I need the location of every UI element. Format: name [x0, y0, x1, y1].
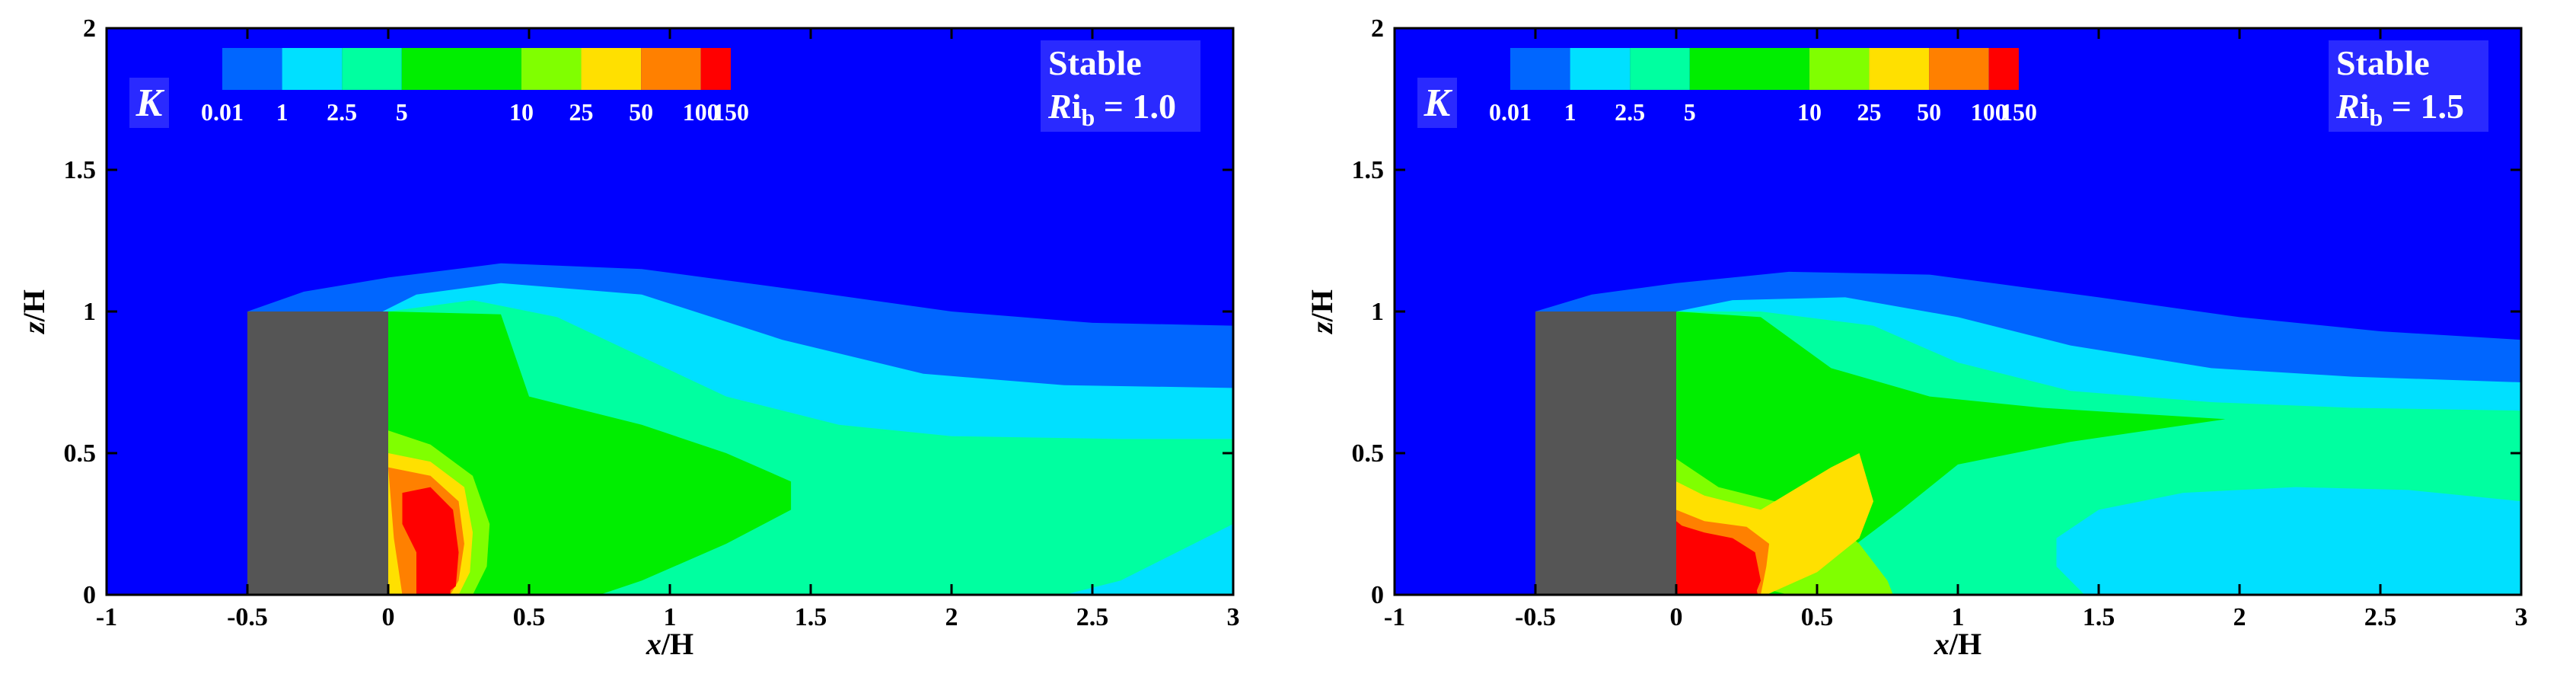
contour-level-150 — [416, 495, 454, 595]
x-tick-label: 0.5 — [513, 603, 546, 631]
colorbar-label: 100 — [683, 98, 719, 126]
contour-fields — [247, 263, 1233, 595]
colorbar-label: 25 — [1857, 98, 1882, 126]
colorbar-label: 150 — [713, 98, 749, 126]
building-block — [247, 311, 388, 595]
colorbar-swatch — [521, 48, 582, 90]
contour-panel-left: -1 -0.5 0 0.5 1 1.5 2 2.5 3 0 0.5 1 1.5 2 x/H z/H 0.01 1 2… — [17, 14, 1240, 661]
x-tick-label: -1 — [96, 603, 117, 631]
y-tick-label: 1 — [83, 298, 96, 326]
x-tick-label: 2.5 — [1076, 603, 1109, 631]
y-tick-label: 0.5 — [1352, 439, 1385, 468]
x-tick-label: 0.5 — [1801, 603, 1834, 631]
y-axis-label: z/H — [17, 289, 51, 335]
stability-annotation: Stable Rib = 1.0 — [1041, 40, 1200, 132]
x-tick-label: 1 — [1952, 603, 1965, 631]
stability-label: Stable — [2336, 43, 2430, 82]
y-tick-label: 2 — [83, 14, 96, 43]
colorbar-label: 100 — [1971, 98, 2007, 126]
colorbar-label: 25 — [569, 98, 594, 126]
colorbar-swatch — [641, 48, 701, 90]
colorbar-label: 150 — [2001, 98, 2037, 126]
y-tick-label: 0 — [83, 581, 96, 609]
colorbar-label: 1 — [276, 98, 289, 126]
variable-label: K — [1423, 81, 1453, 125]
x-tick-label: 0 — [382, 603, 395, 631]
colorbar-label: 5 — [396, 98, 408, 126]
colorbar-label: 50 — [629, 98, 653, 126]
contour-level-150 — [1676, 521, 1758, 595]
colorbar-label: 2.5 — [1615, 98, 1645, 126]
colorbar-swatch — [282, 48, 343, 90]
x-axis-label: x/H — [1934, 627, 1981, 661]
contour-chart-left: -1 -0.5 0 0.5 1 1.5 2 2.5 3 0 0.5 1 1.5 2 x/H z/H 0.01 1 2… — [17, 14, 1240, 661]
colorbar-swatch — [581, 48, 642, 90]
x-tick-label: 3 — [1227, 603, 1240, 631]
annotation-box — [2329, 40, 2488, 132]
y-tick-label: 1 — [1371, 298, 1384, 326]
x-tick-label: 2 — [2233, 603, 2246, 631]
x-tick-label: 1.5 — [2083, 603, 2115, 631]
y-tick-label: 1.5 — [1352, 156, 1385, 184]
richardson-number: Rib = 1.0 — [1047, 87, 1176, 131]
x-tick-label: 1 — [664, 603, 677, 631]
colorbar-label: 0.01 — [201, 98, 244, 126]
colorbar-swatch — [1809, 48, 1870, 90]
colorbar-swatch — [1570, 48, 1631, 90]
colorbar-swatch — [700, 48, 731, 90]
colorbar-swatch — [222, 48, 282, 90]
x-tick-label: 2.5 — [2364, 603, 2397, 631]
x-tick-label: -1 — [1384, 603, 1405, 631]
colorbar-label: 10 — [509, 98, 534, 126]
contour-fields — [1535, 271, 2521, 595]
colorbar-label: 0.01 — [1489, 98, 1532, 126]
colorbar-swatch — [1988, 48, 2019, 90]
y-tick-label: 0.5 — [64, 439, 97, 468]
colorbar-label: 1 — [1564, 98, 1577, 126]
colorbar-swatch — [1689, 48, 1809, 90]
x-axis-label: x/H — [646, 627, 693, 661]
colorbar-label: 50 — [1917, 98, 1941, 126]
variable-label-box — [1417, 78, 1457, 128]
colorbar-swatch — [342, 48, 402, 90]
colorbar-swatch — [1630, 48, 1690, 90]
colorbar-label: 10 — [1797, 98, 1822, 126]
x-tick-label: 0 — [1670, 603, 1683, 631]
colorbar-swatch — [1869, 48, 1930, 90]
annotation-box — [1041, 40, 1200, 132]
x-tick-label: -0.5 — [227, 603, 268, 631]
richardson-number: Rib = 1.5 — [2335, 87, 2464, 131]
variable-label-box — [129, 78, 169, 128]
x-tick-label: 1.5 — [795, 603, 827, 631]
y-tick-label: 0 — [1371, 581, 1384, 609]
x-tick-label: 2 — [945, 603, 958, 631]
colorbar-swatch — [401, 48, 521, 90]
colorbar-swatch — [1929, 48, 1989, 90]
x-tick-label: 3 — [2515, 603, 2528, 631]
colorbar-label: 2.5 — [327, 98, 357, 126]
x-tick-label: -0.5 — [1515, 603, 1556, 631]
contour-panel-right: -1 -0.5 0 0.5 1 1.5 2 2.5 3 0 0.5 1 1.5 2 x/H z/H 0.01 1 2… — [1288, 0, 2576, 690]
stability-annotation: Stable Rib = 1.5 — [2329, 40, 2488, 132]
stability-label: Stable — [1048, 43, 1142, 82]
y-tick-label: 2 — [1371, 14, 1384, 43]
contour-chart-right: -1 -0.5 0 0.5 1 1.5 2 2.5 3 0 0.5 1 1.5 2 x/H z/H 0.01 1 2… — [1305, 14, 2528, 661]
contour-level-2_5 — [1676, 311, 2521, 595]
colorbar-label: 5 — [1684, 98, 1696, 126]
y-tick-label: 1.5 — [64, 156, 97, 184]
variable-label: K — [135, 81, 165, 125]
y-axis-label: z/H — [1305, 289, 1339, 335]
building-block — [1535, 311, 1676, 595]
colorbar-swatch — [1510, 48, 1570, 90]
